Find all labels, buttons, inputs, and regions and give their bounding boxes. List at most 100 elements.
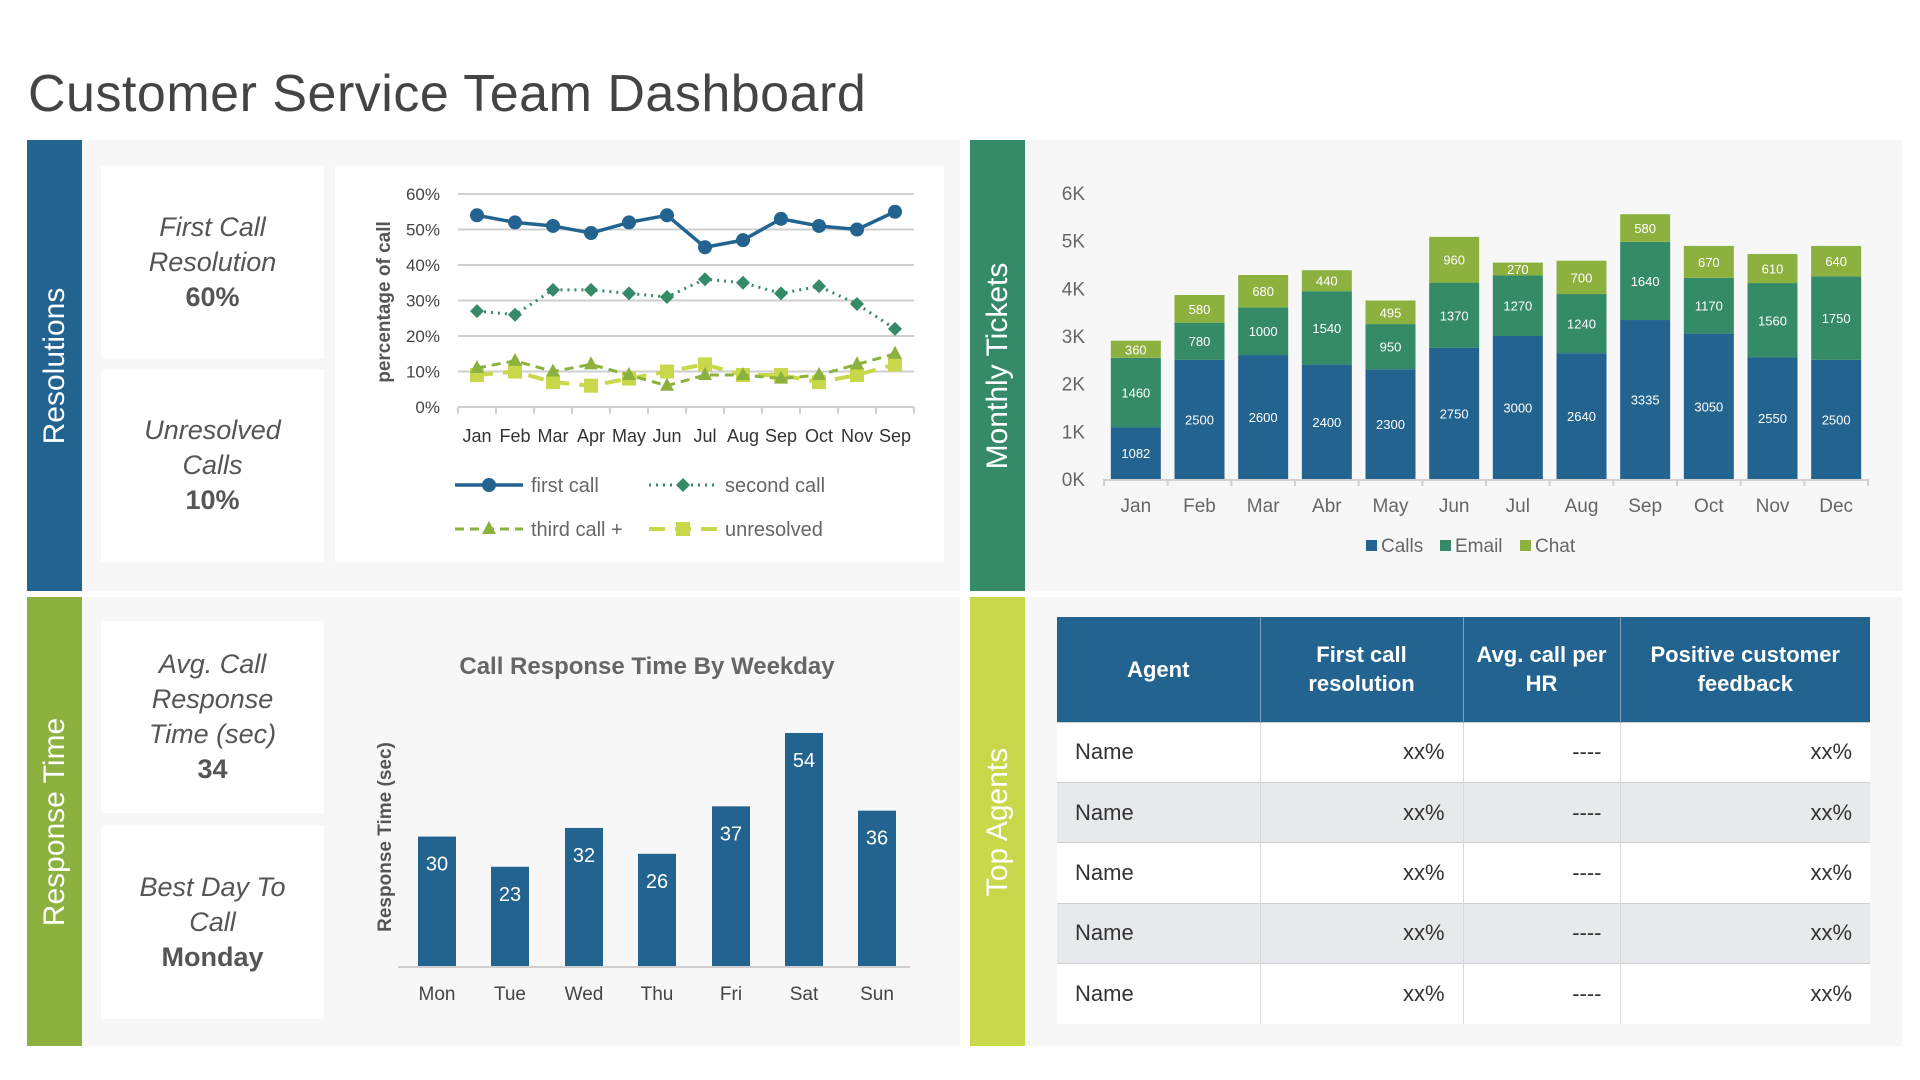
- data-label: 360: [1125, 342, 1147, 357]
- bar-segment-calls: [1301, 364, 1352, 479]
- response-time-band: Response Time: [27, 597, 82, 1046]
- data-label: 36: [866, 828, 888, 850]
- data-point: [546, 218, 560, 233]
- data-label: 580: [1634, 221, 1656, 236]
- bar-segment-email: [1110, 357, 1161, 428]
- y-tick-label: 2K: [1062, 375, 1086, 396]
- data-point: [622, 215, 636, 230]
- data-point: [660, 208, 674, 223]
- bar: [638, 853, 676, 966]
- bar: [712, 806, 750, 966]
- bar-segment-chat: [1620, 214, 1671, 242]
- data-label: 495: [1380, 305, 1402, 320]
- bar-segment-chat: [1110, 340, 1161, 358]
- legend-label: third call +: [531, 519, 623, 541]
- data-point: [546, 375, 560, 390]
- data-point: [812, 367, 826, 381]
- avg-call-cell: ----: [1462, 963, 1620, 1024]
- x-tick-label: Nov: [1756, 496, 1790, 517]
- header-agent[interactable]: Agent: [1057, 617, 1260, 722]
- x-tick-label: Mon: [419, 984, 456, 1005]
- table-row[interactable]: Name xx% ---- xx%: [1057, 781, 1870, 843]
- bar-segment-calls: [1492, 336, 1543, 479]
- data-point: [850, 297, 864, 312]
- first-call-cell: xx%: [1259, 842, 1463, 904]
- data-point: [546, 282, 560, 297]
- data-label: 700: [1571, 270, 1593, 285]
- data-point: [584, 356, 598, 370]
- bar: [565, 827, 603, 966]
- x-tick-label: Aug: [727, 426, 759, 446]
- top-agents-band: Top Agents: [970, 597, 1025, 1046]
- data-point: [584, 378, 598, 393]
- data-point: [470, 359, 484, 373]
- data-label: 640: [1825, 254, 1847, 269]
- data-point: [698, 367, 712, 381]
- data-label: 1082: [1121, 446, 1150, 461]
- data-label: 440: [1316, 274, 1338, 289]
- legend-label: second call: [725, 475, 825, 497]
- bar-segment-chat: [1365, 300, 1416, 325]
- data-point: [660, 364, 674, 379]
- data-label: 1540: [1312, 321, 1341, 336]
- chart-title: Call Response Time By Weekday: [459, 653, 835, 680]
- x-tick-label: Jun: [1439, 496, 1470, 517]
- header-avg-call[interactable]: Avg. call per HR: [1462, 617, 1620, 722]
- table-row[interactable]: Name xx% ---- xx%: [1057, 721, 1870, 783]
- bar-segment-email: [1429, 282, 1480, 348]
- data-label: 1370: [1440, 308, 1469, 323]
- feedback-cell: xx%: [1619, 781, 1870, 843]
- data-label: 3050: [1694, 399, 1723, 414]
- y-tick-label: 60%: [406, 185, 440, 204]
- bar-segment-chat: [1556, 260, 1607, 295]
- header-first-call[interactable]: First call resolution: [1259, 617, 1463, 722]
- data-label: 960: [1443, 253, 1465, 268]
- page-title: Customer Service Team Dashboard: [28, 65, 867, 123]
- kpi-label: Unresolved Calls: [144, 415, 281, 480]
- top-agents-heading: Top Agents: [980, 747, 1014, 896]
- data-label: 950: [1380, 340, 1402, 355]
- bar-segment-calls: [1811, 359, 1862, 479]
- series-line-1: [476, 277, 896, 331]
- x-tick-label: May: [612, 426, 646, 446]
- kpi-value: 10%: [185, 485, 240, 515]
- header-feedback[interactable]: Positive customer feedback: [1619, 617, 1870, 722]
- x-tick-label: Nov: [841, 426, 873, 446]
- monthly-tickets-band: Monthly Tickets: [970, 140, 1025, 591]
- bar-segment-chat: [1492, 262, 1543, 276]
- first-call-cell: xx%: [1259, 902, 1463, 964]
- bar-segment-chat: [1301, 270, 1352, 292]
- bar-segment-chat: [1811, 245, 1862, 277]
- data-point: [774, 211, 788, 226]
- data-point: [774, 286, 788, 301]
- feedback-cell: xx%: [1619, 902, 1870, 964]
- agent-name: Name: [1057, 721, 1260, 783]
- x-tick-label: Jul: [1506, 496, 1530, 517]
- data-label: 3335: [1631, 393, 1660, 408]
- data-label: 1640: [1631, 274, 1660, 289]
- data-point: [850, 356, 864, 370]
- x-tick-label: Feb: [1183, 496, 1216, 517]
- response-time-chart: Call Response Time By Weekday Response Ti…: [375, 653, 910, 1005]
- table-row[interactable]: Name xx% ---- xx%: [1057, 963, 1870, 1024]
- y-tick-label: 5K: [1062, 232, 1086, 253]
- x-tick-label: Sep: [1628, 496, 1662, 517]
- data-label: 2600: [1249, 410, 1278, 425]
- x-tick-label: May: [1373, 496, 1409, 517]
- data-label: 1560: [1758, 313, 1787, 328]
- monthly-tickets-chart: 0K 1K 2K 3K 4K 5K 6K 1082 1460 360 Jan 2500 780 580 Fe…: [1062, 184, 1869, 557]
- data-point: [850, 368, 864, 383]
- data-label: 780: [1189, 334, 1211, 349]
- legend-swatch: [1366, 540, 1377, 551]
- data-point: [812, 218, 826, 233]
- bar: [785, 733, 823, 966]
- data-point: [470, 208, 484, 223]
- legend-marker: [676, 522, 690, 536]
- bar-segment-email: [1747, 283, 1798, 358]
- legend-marker: [676, 478, 690, 492]
- data-point: [508, 307, 522, 322]
- avg-call-cell: ----: [1462, 781, 1620, 843]
- table-row[interactable]: Name xx% ---- xx%: [1057, 842, 1870, 904]
- table-row[interactable]: Name xx% ---- xx%: [1057, 902, 1870, 964]
- data-label: 580: [1189, 302, 1211, 317]
